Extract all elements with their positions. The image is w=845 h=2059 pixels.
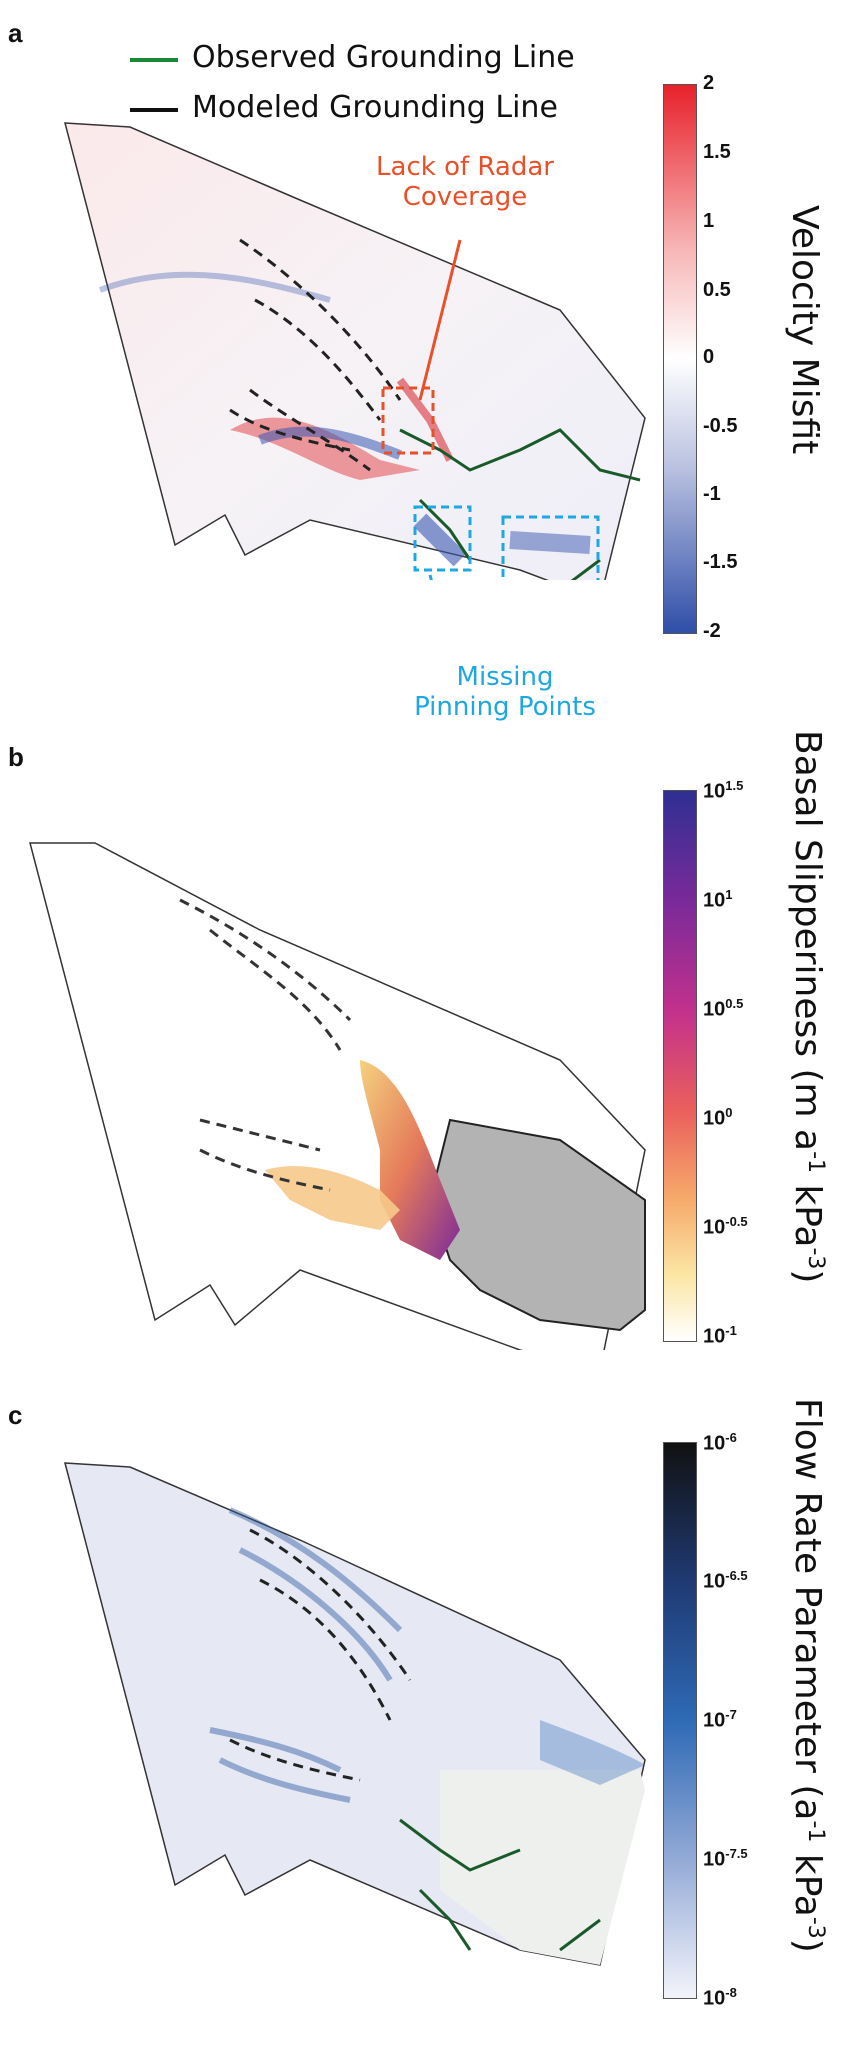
tick-exp: -1 xyxy=(725,1323,737,1338)
flow-rate-colorbar-title: Flow Rate Parameter (a-1 kPa-3) xyxy=(787,1398,828,1953)
tick-exp: -7 xyxy=(725,1707,737,1722)
velocity-tick: 2 xyxy=(703,72,715,94)
slipperiness-tick: 100 xyxy=(703,1105,732,1131)
slipperiness-tick: 10-1 xyxy=(703,1323,737,1349)
modeled-legend-swatch xyxy=(130,108,178,112)
modeled-legend-label: Modeled Grounding Line xyxy=(192,90,558,125)
flow-rate-colorbar xyxy=(663,1442,697,1999)
velocity-tick: 0 xyxy=(703,346,715,368)
flow-rate-map xyxy=(64,1462,646,1966)
title-exp: -3 xyxy=(803,1916,828,1939)
pinning-box-1 xyxy=(413,505,472,572)
title-exp: -1 xyxy=(803,1151,828,1174)
tick-exp: -0.5 xyxy=(725,1214,748,1229)
flow-rate-tick: 10-7.5 xyxy=(703,1846,748,1872)
radar-annotation-line2: Coverage xyxy=(402,182,528,212)
title-part: Flow Rate Parameter (a xyxy=(787,1398,828,1821)
pinning-annotation-line1: Missing xyxy=(456,662,554,692)
panel-a: a Observed Grounding Line Modeled Ground… xyxy=(0,0,845,722)
pinning-annotation-line2: Pinning Points xyxy=(414,692,596,722)
tick-exp: 0 xyxy=(725,1105,733,1120)
observed-legend-label: Observed Grounding Line xyxy=(192,40,575,75)
velocity-colorbar xyxy=(663,84,697,634)
tick-exp: -6.5 xyxy=(725,1568,748,1583)
flow-rate-tick: 10-6.5 xyxy=(703,1568,748,1594)
tick-exp: 1.5 xyxy=(725,778,744,793)
flow-rate-tick: 10-7 xyxy=(703,1707,737,1733)
velocity-misfit-map xyxy=(64,122,646,580)
velocity-tick: 0.5 xyxy=(703,279,731,301)
observed-legend-swatch xyxy=(130,58,178,62)
basal-slipperiness-map xyxy=(29,842,646,1350)
title-exp: -3 xyxy=(803,1247,828,1270)
velocity-tick: 1.5 xyxy=(703,141,731,163)
tick-exp: 1 xyxy=(725,887,733,902)
radar-annotation: Lack of Radar Coverage xyxy=(355,152,575,212)
pinning-box-2 xyxy=(501,515,600,580)
panel-c-label: c xyxy=(8,1400,23,1430)
tick-base: 10 xyxy=(703,1216,726,1239)
slipperiness-tick: 101 xyxy=(703,887,732,913)
panel-c: c 10-6 10-6.5 10-7 10-7.5 10-8 Flow Rate… xyxy=(0,1390,845,2059)
tick-base: 10 xyxy=(703,1570,726,1593)
slipperiness-tick: 100.5 xyxy=(703,996,743,1022)
velocity-colorbar-title: Velocity Misfit xyxy=(784,205,825,455)
velocity-tick: -1.5 xyxy=(703,551,738,573)
tick-base: 10 xyxy=(703,889,726,912)
title-part: kPa xyxy=(787,1842,828,1917)
slipperiness-colorbar xyxy=(663,790,697,1342)
title-exp: -1 xyxy=(803,1820,828,1843)
radar-annotation-line1: Lack of Radar xyxy=(376,152,554,182)
tick-exp: -6 xyxy=(725,1430,737,1445)
tick-base: 10 xyxy=(703,1709,726,1732)
panel-a-label: a xyxy=(8,18,23,48)
tick-base: 10 xyxy=(703,998,726,1021)
pinning-annotation: Missing Pinning Points xyxy=(395,662,615,722)
tick-base: 10 xyxy=(703,1107,726,1130)
title-part: ) xyxy=(787,1269,828,1284)
tick-exp: -8 xyxy=(725,1985,737,2000)
velocity-tick: -1 xyxy=(703,483,721,505)
tick-base: 10 xyxy=(703,1848,726,1871)
slipperiness-tick: 101.5 xyxy=(703,778,743,804)
tick-base: 10 xyxy=(703,1432,726,1455)
title-part: kPa xyxy=(787,1173,828,1248)
slipperiness-colorbar-title: Basal Slipperiness (m a-1 kPa-3) xyxy=(787,730,828,1283)
tick-exp: -7.5 xyxy=(725,1846,748,1861)
domain-outline-a xyxy=(64,122,646,580)
panel-b-label: b xyxy=(8,742,24,772)
tick-base: 10 xyxy=(703,1325,726,1348)
velocity-tick: -2 xyxy=(703,620,721,642)
tick-exp: 0.5 xyxy=(725,996,744,1011)
flow-rate-tick: 10-8 xyxy=(703,1985,737,2011)
slipperiness-tick: 10-0.5 xyxy=(703,1214,748,1240)
flow-rate-tick: 10-6 xyxy=(703,1430,737,1456)
velocity-tick: 1 xyxy=(703,210,715,232)
tick-base: 10 xyxy=(703,1987,726,2010)
radar-coverage-box xyxy=(381,386,435,455)
title-part: Basal Slipperiness (m a xyxy=(787,730,828,1152)
panel-b: b 101.5 101 100.5 100 10-0.5 10-1 Basal … xyxy=(0,730,845,1350)
velocity-tick: -0.5 xyxy=(703,415,738,437)
title-part: ) xyxy=(787,1938,828,1953)
tick-base: 10 xyxy=(703,780,726,803)
